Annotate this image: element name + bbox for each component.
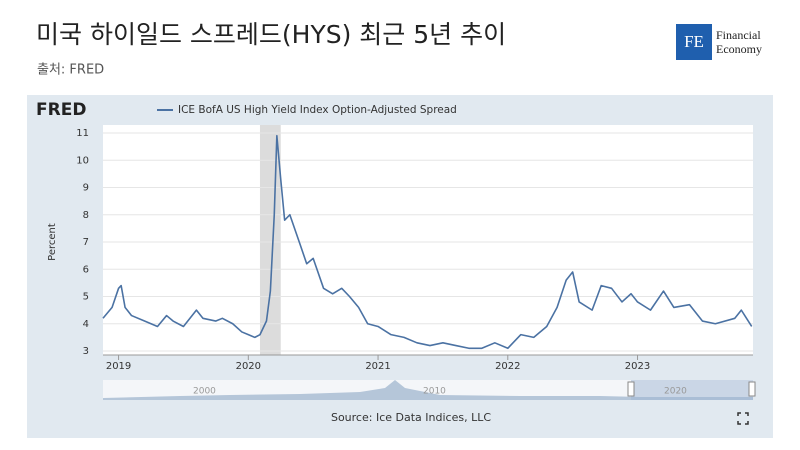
navigator-label: 2000 <box>193 387 216 397</box>
y-tick-label: 11 <box>76 128 89 139</box>
fred-logo: FRED <box>36 100 86 120</box>
y-tick-label: 3 <box>83 346 89 357</box>
y-tick-label: 10 <box>76 155 89 166</box>
fullscreen-icon[interactable] <box>737 412 749 425</box>
navigator-selection <box>631 380 753 400</box>
y-tick-label: 5 <box>83 292 89 303</box>
y-tick-label: 8 <box>83 210 89 221</box>
y-tick-label: 7 <box>83 237 89 248</box>
data-line <box>102 134 753 350</box>
brand-line: Economy <box>716 42 762 56</box>
brand-mark: FE <box>684 32 704 51</box>
navigator-area <box>103 380 753 400</box>
legend-label: ICE BofA US High Yield Index Option-Adju… <box>178 104 457 116</box>
navigator-label: 2020 <box>664 387 687 397</box>
x-tick-label: 2023 <box>625 361 650 372</box>
y-tick-label: 6 <box>83 264 89 275</box>
navigator-label: 2010 <box>423 387 446 397</box>
recession-shade <box>259 125 281 355</box>
y-axis-label: Percent <box>47 223 58 261</box>
plot-area <box>103 125 753 355</box>
title: 미국 하이일드 스프레드(HYS) 최근 5년 추이 <box>36 20 506 49</box>
x-tick-label: 2020 <box>236 361 261 372</box>
source-note: Source: Ice Data Indices, LLC <box>331 411 491 424</box>
y-tick-label: 4 <box>83 319 89 330</box>
navigator-handle[interactable] <box>627 381 635 397</box>
x-tick-label: 2021 <box>365 361 390 372</box>
x-tick-label: 2022 <box>495 361 520 372</box>
navigator-handle[interactable] <box>748 381 756 397</box>
x-tick-label: 2019 <box>106 361 131 372</box>
brand-line: Financial <box>716 28 761 42</box>
y-tick-label: 9 <box>83 183 89 194</box>
brand-mark-box <box>676 24 712 60</box>
subtitle: 출처: FRED <box>37 63 104 78</box>
